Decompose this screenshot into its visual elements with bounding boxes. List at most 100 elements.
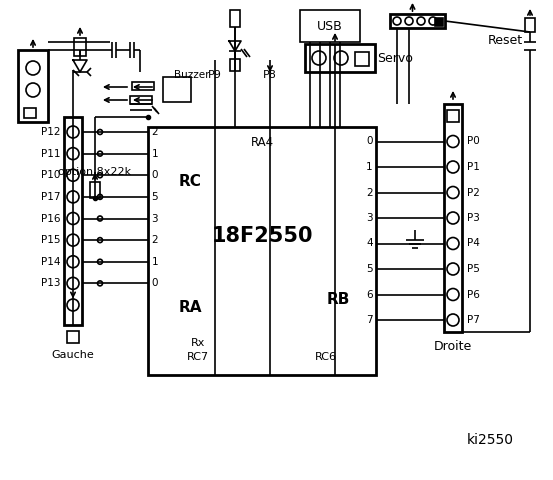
Bar <box>90 182 100 198</box>
Text: RA4: RA4 <box>251 135 274 148</box>
Bar <box>355 52 369 66</box>
Circle shape <box>405 17 413 25</box>
Circle shape <box>67 191 79 203</box>
Text: 7: 7 <box>366 315 373 325</box>
Text: P4: P4 <box>467 239 480 249</box>
Circle shape <box>97 259 102 264</box>
Bar <box>300 10 360 42</box>
Circle shape <box>429 17 437 25</box>
Circle shape <box>97 216 102 221</box>
Bar <box>74 38 86 56</box>
Text: 6: 6 <box>366 289 373 300</box>
Text: 1: 1 <box>152 257 158 267</box>
Circle shape <box>417 17 425 25</box>
Circle shape <box>334 51 348 65</box>
Text: ki2550: ki2550 <box>467 433 514 447</box>
Text: option 8x22k: option 8x22k <box>59 167 132 177</box>
Text: P6: P6 <box>467 289 480 300</box>
Circle shape <box>447 212 459 224</box>
Text: Servo: Servo <box>377 51 413 64</box>
Circle shape <box>447 314 459 326</box>
Text: 2: 2 <box>366 188 373 197</box>
Circle shape <box>67 213 79 225</box>
Circle shape <box>67 256 79 268</box>
Circle shape <box>67 299 79 311</box>
Circle shape <box>312 51 326 65</box>
Text: P7: P7 <box>467 315 480 325</box>
Bar <box>444 104 462 332</box>
Bar <box>64 117 82 325</box>
Circle shape <box>26 83 40 97</box>
Text: RB: RB <box>326 292 349 308</box>
Text: P13: P13 <box>40 278 60 288</box>
Bar <box>67 331 79 343</box>
Bar <box>525 18 535 32</box>
Text: Rx: Rx <box>191 338 205 348</box>
Bar <box>163 77 191 102</box>
Circle shape <box>67 234 79 246</box>
Text: P11: P11 <box>40 149 60 158</box>
Circle shape <box>67 148 79 160</box>
Text: USB: USB <box>317 20 343 33</box>
Bar <box>148 127 376 375</box>
Text: P17: P17 <box>40 192 60 202</box>
Circle shape <box>447 238 459 250</box>
Text: 4: 4 <box>366 239 373 249</box>
Bar <box>230 10 240 27</box>
Text: Reset: Reset <box>487 34 523 47</box>
Bar <box>230 59 240 71</box>
Circle shape <box>67 126 79 138</box>
Circle shape <box>447 161 459 173</box>
Text: RA: RA <box>178 300 202 314</box>
Circle shape <box>447 187 459 199</box>
Circle shape <box>97 281 102 286</box>
Circle shape <box>97 238 102 242</box>
Circle shape <box>393 17 401 25</box>
Text: 1: 1 <box>366 162 373 172</box>
Text: P16: P16 <box>40 214 60 224</box>
Circle shape <box>447 135 459 147</box>
Text: 3: 3 <box>152 214 158 224</box>
Text: 0: 0 <box>152 170 158 180</box>
Text: 0: 0 <box>152 278 158 288</box>
Text: P12: P12 <box>40 127 60 137</box>
Text: P9: P9 <box>208 70 222 80</box>
Text: Buzzer: Buzzer <box>174 70 210 80</box>
Circle shape <box>97 130 102 134</box>
Text: 2: 2 <box>152 127 158 137</box>
Circle shape <box>447 263 459 275</box>
Text: 5: 5 <box>152 192 158 202</box>
Text: Droite: Droite <box>434 340 472 353</box>
Bar <box>132 82 154 90</box>
Text: 2: 2 <box>152 235 158 245</box>
Circle shape <box>67 277 79 289</box>
Circle shape <box>26 61 40 75</box>
Text: RC7: RC7 <box>187 352 209 362</box>
Circle shape <box>97 173 102 178</box>
Text: P2: P2 <box>467 188 480 197</box>
Text: 1: 1 <box>152 149 158 158</box>
Text: 18F2550: 18F2550 <box>211 226 313 246</box>
Text: P15: P15 <box>40 235 60 245</box>
Text: P0: P0 <box>467 136 480 146</box>
Bar <box>390 14 445 28</box>
Circle shape <box>97 151 102 156</box>
Text: Gauche: Gauche <box>51 350 95 360</box>
Circle shape <box>447 288 459 300</box>
Text: P14: P14 <box>40 257 60 267</box>
Bar <box>435 18 443 26</box>
Text: P1: P1 <box>467 162 480 172</box>
Text: 5: 5 <box>366 264 373 274</box>
Bar <box>24 108 36 118</box>
Bar <box>18 50 48 122</box>
Text: P5: P5 <box>467 264 480 274</box>
Circle shape <box>97 194 102 199</box>
Text: RC: RC <box>179 175 201 190</box>
Text: 0: 0 <box>366 136 373 146</box>
Text: P3: P3 <box>467 213 480 223</box>
Circle shape <box>67 169 79 181</box>
Text: RC6: RC6 <box>315 352 337 362</box>
Text: 3: 3 <box>366 213 373 223</box>
Bar <box>447 110 459 122</box>
Bar <box>130 96 152 104</box>
